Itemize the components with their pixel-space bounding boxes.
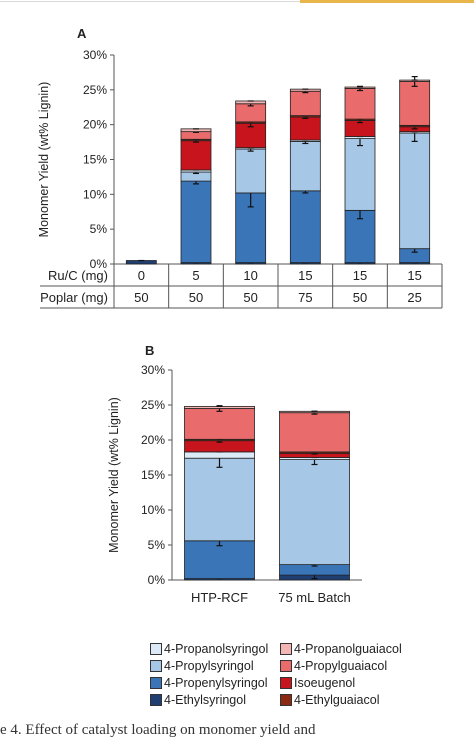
table-cell: 0 — [138, 268, 145, 283]
table-row-label: Poplar (mg) — [40, 290, 108, 305]
panel-a-ytick-label: 10% — [83, 187, 107, 201]
panel-a-bar-segment-propylguaiacol — [399, 81, 431, 126]
table-cell: 50 — [189, 290, 203, 305]
table-cell: 15 — [407, 268, 421, 283]
table-cell: 75 — [298, 290, 312, 305]
panel-b-bar-segment-propanolsyringol — [184, 451, 255, 459]
legend-label: Isoeugenol — [294, 676, 356, 690]
panel-a-bar-segment-propylguaiacol — [235, 103, 267, 123]
legend-label: 4-Propylguaiacol — [294, 659, 388, 673]
panel-a-bar-segment-propylsyringol — [235, 148, 267, 194]
header-accent-bar — [300, 0, 474, 3]
legend-swatch — [150, 643, 162, 655]
table-cell: 50 — [134, 290, 148, 305]
legend-label: 4-Propenylsyringol — [164, 676, 268, 690]
panel-a-bar-segment-propenylsyringol — [180, 180, 212, 264]
panel-b-ytick-label: 15% — [141, 468, 165, 482]
panel-a-bar-segment-propylguaiacol — [344, 88, 376, 120]
panel-b-label: B — [145, 343, 154, 358]
header-rule — [0, 0, 474, 4]
legend-swatch — [150, 694, 162, 706]
panel-a-ytick-label: 25% — [83, 83, 107, 97]
table-cell: 10 — [243, 268, 257, 283]
legend-label: 4-Ethylsyringol — [164, 693, 246, 707]
legend-swatch — [280, 643, 292, 655]
panel-a-ytick-label: 30% — [83, 48, 107, 62]
legend-label: 4-Propanolsyringol — [164, 642, 269, 656]
panel-b-ytick-label: 20% — [141, 433, 165, 447]
legend-item-ethylguaiacol: 4-Ethylguaiacol — [280, 692, 450, 708]
legend-item-propenylsyringol: 4-Propenylsyringol — [150, 675, 280, 691]
legend-swatch — [150, 677, 162, 689]
panel-a-ytick-label: 15% — [83, 153, 107, 167]
legend-swatch — [280, 660, 292, 672]
panel-b-bar-segment-propylguaiacol — [279, 412, 350, 453]
legend-label: 4-Ethylguaiacol — [294, 693, 380, 707]
legend-item-propanolguaiacol: 4-Propanolguaiacol — [280, 641, 450, 657]
legend-item-propylguaiacol: 4-Propylguaiacol — [280, 658, 450, 674]
panel-b-ytick-label: 25% — [141, 398, 165, 412]
panel-b-category-label: HTP-RCF — [191, 590, 248, 605]
panel-b-bar-segment-propenylsyringol — [184, 540, 255, 579]
figure-caption: e 4. Effect of catalyst loading on monom… — [0, 722, 316, 738]
legend-item-isoeugenol: Isoeugenol — [280, 675, 450, 691]
panel-a-bar-segment-propenylsyringol — [289, 190, 321, 264]
table-cell: 50 — [243, 290, 257, 305]
table-cell: 15 — [353, 268, 367, 283]
panel-a-bar-segment-isoeugenol — [180, 140, 212, 171]
legend-item-ethylsyringol: 4-Ethylsyringol — [150, 692, 280, 708]
legend-label: 4-Propylsyringol — [164, 659, 254, 673]
table-cell: 50 — [353, 290, 367, 305]
panel-a-label: A — [77, 26, 87, 41]
chart-canvas: A B 0% 5% 10% 15% 20% 25% 30% Monomer Yield (wt… — [37, 26, 443, 605]
legend-item-propylsyringol: 4-Propylsyringol — [150, 658, 280, 674]
panel-a-bar-segment-isoeugenol — [289, 116, 321, 141]
panel-b-category-label: 75 mL Batch — [278, 590, 351, 605]
panel-b-ytick-label: 5% — [148, 538, 166, 552]
panel-a-y-axis-title: Monomer Yield (wt% Lignin) — [37, 82, 51, 238]
legend-swatch — [280, 694, 292, 706]
panel-a-ytick-label: 5% — [90, 222, 108, 236]
table-row-label: Ru/C (mg) — [48, 268, 108, 283]
chart-legend: 4-Propanolsyringol 4-Propanolguaiacol 4-Pr… — [150, 641, 450, 708]
legend-item-propanolsyringol: 4-Propanolsyringol — [150, 641, 280, 657]
panel-b-y-axis-title: Monomer Yield (wt% Lignin) — [107, 397, 121, 553]
panel-a-bar-segment-propylsyringol — [344, 138, 376, 211]
table-cell: 5 — [192, 268, 199, 283]
table-cell: 15 — [298, 268, 312, 283]
legend-swatch — [280, 677, 292, 689]
panel-a-bar-segment-propylsyringol — [289, 140, 321, 192]
panel-b-bar-segment-propylsyringol — [279, 459, 350, 566]
legend-swatch — [150, 660, 162, 672]
panel-b-ytick-label: 0% — [148, 573, 166, 587]
panel-a-bar-segment-propylguaiacol — [289, 90, 321, 117]
panel-a-ytick-label: 20% — [83, 118, 107, 132]
header-divider — [0, 1, 474, 2]
panel-a-bar-segment-propylsyringol — [399, 132, 431, 250]
panel-b-ytick-label: 10% — [141, 503, 165, 517]
panel-b-ytick-label: 30% — [141, 363, 165, 377]
panel-b-bar-segment-propylsyringol — [184, 457, 255, 542]
table-cell: 25 — [407, 290, 421, 305]
panel-b-bar-segment-propylguaiacol — [184, 408, 255, 440]
legend-label: 4-Propanolguaiacol — [294, 642, 402, 656]
panel-a-ytick-label: 0% — [90, 257, 108, 271]
